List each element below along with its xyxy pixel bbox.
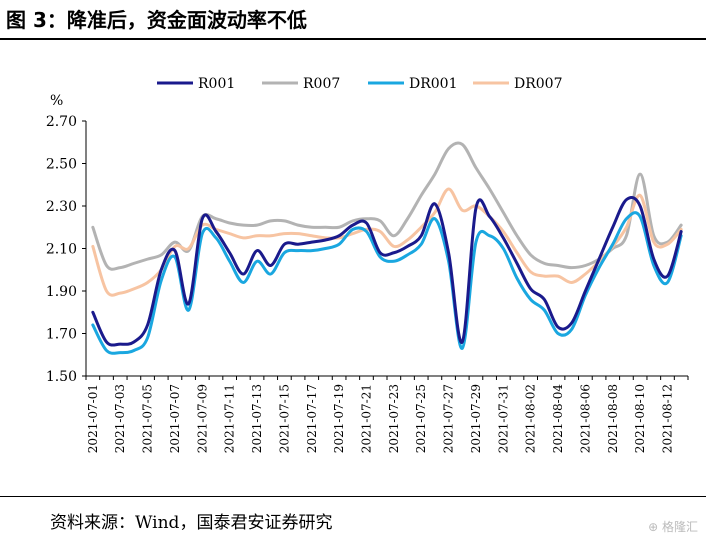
series-line-r007 [91, 141, 683, 271]
x-tick-label: 2021-07-11 [223, 384, 237, 453]
page-title: 图 3：降准后，资金面波动率不低 [6, 8, 307, 32]
x-tick-label: 2021-08-12 [660, 384, 674, 453]
legend-label-dr007: DR007 [514, 76, 563, 92]
line-chart: R001 R007 DR001 DR007 % 1.50 1.70 1.90 2.10 2.3… [46, 76, 689, 454]
y-tick-label: 2.70 [46, 114, 77, 130]
x-tick-label: 2021-07-29 [469, 384, 483, 453]
x-tick-label: 2021-07-03 [113, 384, 127, 453]
x-tick-label: 2021-07-07 [168, 384, 182, 453]
x-tick-label: 2021-07-05 [141, 384, 155, 453]
x-axis: 2021-07-01 2021-07-03 2021-07-05 2021-07-07… [85, 375, 689, 454]
y-axis-unit-label: % [50, 93, 63, 109]
y-tick-label: 1.90 [46, 284, 77, 300]
x-tick-label: 2021-07-25 [414, 384, 428, 453]
y-tick-label: 1.70 [46, 327, 77, 343]
legend-label-r007: R007 [303, 76, 340, 92]
watermark-text: 格隆汇 [661, 520, 698, 534]
y-tick-label: 1.50 [46, 369, 77, 385]
x-tick-label: 2021-07-13 [250, 384, 264, 453]
source-note: 资料来源：Wind，国泰君安证券研究 [50, 513, 333, 533]
x-tick-label: 2021-07-23 [387, 384, 401, 453]
legend-label-dr001: DR001 [409, 76, 458, 92]
x-tick-label: 2021-08-02 [524, 384, 538, 453]
x-tick-label: 2021-08-10 [633, 384, 647, 453]
watermark-logo: ⊕ 格隆汇 [648, 520, 698, 534]
x-tick-label: 2021-08-08 [606, 384, 620, 453]
chart-legend: R001 R007 DR001 DR007 [157, 76, 563, 92]
x-tick-label: 2021-07-31 [496, 384, 510, 453]
y-tick-label: 2.10 [46, 242, 77, 258]
x-tick-label: 2021-07-17 [305, 384, 319, 453]
legend-label-r001: R001 [198, 76, 235, 92]
title-divider [0, 38, 706, 40]
x-tick-label: 2021-07-15 [277, 384, 291, 453]
series-line-dr001 [91, 211, 683, 355]
x-tick-label: 2021-07-19 [332, 384, 346, 453]
x-tick-label: 2021-08-06 [578, 384, 592, 453]
series-line-r001 [91, 195, 683, 347]
x-tick-label: 2021-08-04 [551, 384, 565, 454]
x-tick-label: 2021-07-21 [359, 384, 373, 453]
x-tick-label: 2021-07-27 [442, 384, 456, 453]
series-line-dr007 [91, 187, 683, 297]
x-tick-label: 2021-07-09 [195, 384, 209, 453]
y-tick-label: 2.30 [46, 199, 77, 215]
series-lines [91, 141, 683, 355]
y-tick-label: 2.50 [46, 157, 77, 173]
x-tick-label: 2021-07-01 [86, 384, 100, 453]
footer-divider [0, 496, 706, 497]
y-axis: 1.50 1.70 1.90 2.10 2.30 2.50 2.70 [46, 114, 87, 385]
